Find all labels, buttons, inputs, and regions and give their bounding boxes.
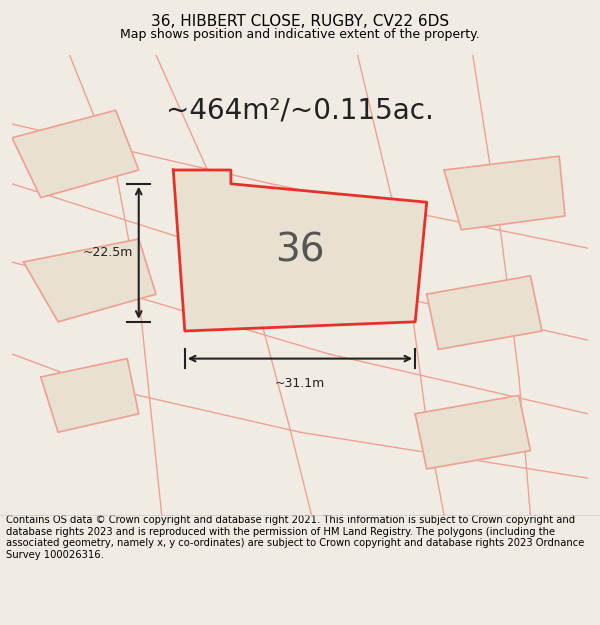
Text: 36, HIBBERT CLOSE, RUGBY, CV22 6DS: 36, HIBBERT CLOSE, RUGBY, CV22 6DS [151, 14, 449, 29]
Text: ~22.5m: ~22.5m [83, 246, 133, 259]
Text: 36: 36 [275, 231, 325, 269]
Text: ~464m²/~0.115ac.: ~464m²/~0.115ac. [166, 96, 434, 124]
Text: Contains OS data © Crown copyright and database right 2021. This information is : Contains OS data © Crown copyright and d… [6, 515, 584, 560]
Polygon shape [415, 396, 530, 469]
Text: Map shows position and indicative extent of the property.: Map shows position and indicative extent… [120, 28, 480, 41]
Polygon shape [12, 110, 139, 198]
Polygon shape [173, 170, 427, 331]
Polygon shape [41, 359, 139, 432]
Polygon shape [427, 276, 542, 349]
Polygon shape [444, 156, 565, 230]
Polygon shape [23, 239, 156, 322]
Text: ~31.1m: ~31.1m [275, 377, 325, 390]
